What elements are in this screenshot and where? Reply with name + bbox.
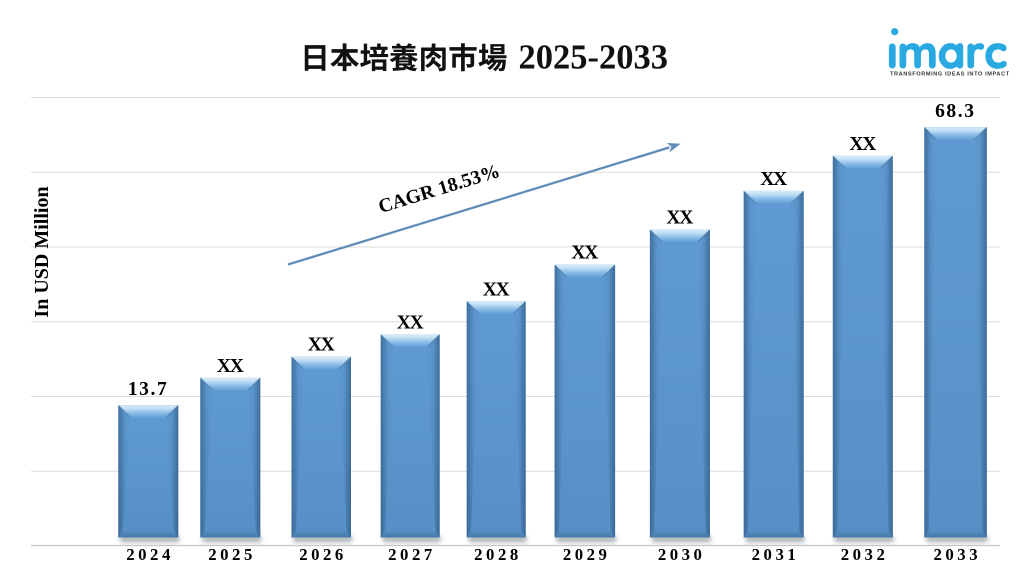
svg-text:XX: XX (397, 312, 424, 333)
svg-text:2032: 2032 (841, 545, 889, 564)
svg-text:68.3: 68.3 (935, 101, 976, 122)
svg-text:2031: 2031 (752, 545, 800, 564)
svg-text:2024: 2024 (126, 545, 174, 564)
svg-text:TRANSFORMING IDEAS INTO IMPACT: TRANSFORMING IDEAS INTO IMPACT (890, 72, 1010, 78)
svg-text:XX: XX (483, 279, 510, 300)
svg-text:XX: XX (308, 335, 335, 356)
svg-text:2026: 2026 (299, 545, 347, 564)
svg-text:XX: XX (571, 243, 598, 264)
svg-text:2029: 2029 (563, 545, 611, 564)
svg-text:In USD Million: In USD Million (31, 186, 53, 317)
svg-text:2028: 2028 (474, 545, 522, 564)
svg-text:2027: 2027 (388, 545, 436, 564)
svg-text:2025-2033: 2025-2033 (519, 39, 669, 77)
svg-text:XX: XX (760, 169, 787, 190)
svg-text:13.7: 13.7 (128, 379, 169, 400)
svg-text:XX: XX (217, 356, 244, 377)
svg-text:XX: XX (666, 208, 693, 229)
svg-text:2030: 2030 (658, 545, 706, 564)
svg-text:2025: 2025 (208, 545, 256, 564)
svg-text:2033: 2033 (934, 545, 982, 564)
svg-text:XX: XX (849, 134, 876, 155)
